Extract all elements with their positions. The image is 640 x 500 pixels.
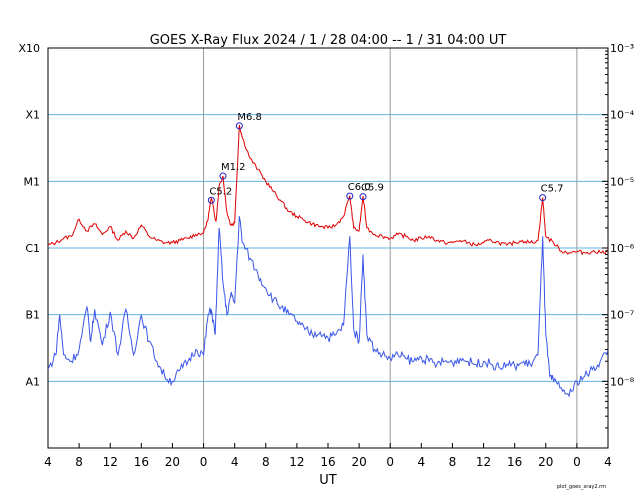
flux-label: 10⁻³ [610, 42, 634, 55]
flare-marker [219, 172, 227, 180]
x-axis-label: UT [319, 473, 337, 488]
plot-credit: plot_goes_xray2.rm [557, 484, 606, 490]
flare-marker [346, 192, 354, 200]
flare-label: M6.8 [237, 112, 262, 123]
series-line-long [47, 124, 609, 256]
flux-axis-labels: 10⁻³ 10⁻⁴ 10⁻⁵ 10⁻⁶ 10⁻⁷ 10⁻⁸ [602, 42, 635, 429]
x-tick-label: 16 [507, 455, 522, 469]
x-tick-label: 0 [386, 455, 394, 469]
class-label: X10 [18, 42, 40, 55]
x-tick-label: 4 [604, 455, 612, 469]
flare-label: C6.0 [348, 182, 371, 193]
x-tick-label: 20 [351, 455, 366, 469]
grid-lines [48, 114, 608, 382]
flux-label: 10⁻⁵ [610, 175, 634, 188]
series-line-short [47, 216, 609, 398]
flare-marker [359, 193, 367, 201]
x-tick-label: 8 [75, 455, 83, 469]
x-tick-label: 0 [200, 455, 208, 469]
x-axis-ticks: 4 8 12 16 20 0 4 8 12 16 20 0 4 8 12 16 20 0 4 [44, 443, 612, 469]
x-tick-label: 4 [418, 455, 426, 469]
x-tick-label: 20 [538, 455, 553, 469]
class-label: A1 [25, 375, 40, 388]
x-tick-label: 0 [573, 455, 581, 469]
flare-label: C5.9 [361, 183, 384, 194]
flux-series [47, 124, 609, 398]
class-label: B1 [25, 309, 40, 322]
flux-label: 10⁻⁷ [610, 309, 634, 322]
flux-label: 10⁻⁸ [610, 375, 635, 388]
flux-label: 10⁻⁴ [610, 109, 635, 122]
x-tick-label: 4 [44, 455, 52, 469]
flare-marker [539, 194, 547, 202]
flux-label: 10⁻⁶ [610, 242, 635, 255]
flare-label: C5.7 [541, 184, 564, 195]
flare-label: C5.2 [209, 186, 232, 197]
class-label: C1 [25, 242, 40, 255]
flare-marker [235, 122, 243, 130]
flare-marker [207, 196, 215, 204]
flare-markers: C5.2 M1.2 M6.8 C6.0C5.9 C5.7 [207, 112, 564, 204]
x-tick-label: 4 [231, 455, 239, 469]
chart-title: GOES X-Ray Flux 2024 / 1 / 28 04:00 -- 1… [150, 33, 507, 48]
flare-label: M1.2 [221, 162, 246, 173]
class-axis-labels: X10 X1 M1 C1 B1 A1 [18, 42, 40, 388]
x-tick-label: 20 [165, 455, 180, 469]
x-tick-label: 16 [320, 455, 335, 469]
x-tick-label: 8 [262, 455, 270, 469]
x-tick-label: 12 [289, 455, 304, 469]
x-tick-label: 12 [103, 455, 118, 469]
class-label: M1 [24, 175, 41, 188]
x-tick-label: 12 [476, 455, 491, 469]
x-tick-label: 8 [449, 455, 457, 469]
class-label: X1 [25, 109, 40, 122]
x-tick-label: 16 [134, 455, 149, 469]
